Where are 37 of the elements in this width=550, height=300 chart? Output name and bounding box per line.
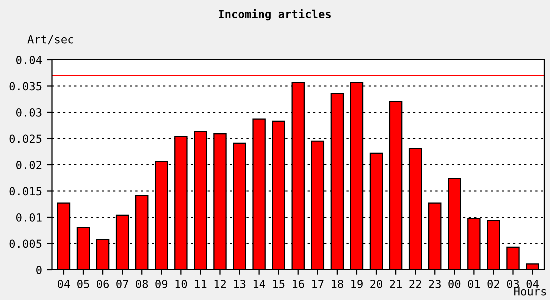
x-tick-label: 03 [507, 280, 520, 288]
x-tick-label: 04 [526, 280, 539, 288]
y-tick-label: 0.015 [10, 187, 42, 196]
x-tick-label: 01 [468, 280, 480, 288]
y-tick-label: 0.025 [10, 134, 42, 144]
x-tick-label: 12 [214, 280, 226, 288]
y-tick-label: 0.005 [10, 240, 42, 248]
x-tick-label: 08 [136, 280, 148, 288]
x-tick-label: 21 [390, 280, 402, 288]
y-tick-label: 0.02 [16, 161, 42, 170]
x-tick-label: 20 [370, 280, 382, 288]
x-tick-label: 18 [332, 280, 344, 288]
x-tick-label: 11 [195, 280, 207, 288]
y-tick-label: 0.035 [10, 82, 42, 91]
y-axis-title: Art/sec [28, 35, 74, 45]
x-tick-label: 09 [156, 280, 168, 288]
x-tick-label: 02 [488, 280, 500, 288]
x-tick-label: 06 [97, 280, 110, 288]
y-tick-label: 0.04 [16, 56, 42, 64]
x-tick-label: 10 [176, 280, 188, 288]
x-tick-label: 13 [234, 280, 246, 288]
x-tick-label: 05 [78, 280, 90, 288]
x-tick-label: 15 [273, 280, 285, 288]
y-tick-label: 0.03 [16, 108, 42, 117]
x-tick-label: 07 [116, 280, 128, 288]
x-tick-label: 22 [410, 280, 422, 288]
x-tick-label: 00 [448, 280, 461, 288]
x-axis-title: Hours [514, 287, 546, 296]
x-tick-label: 16 [293, 280, 304, 288]
chart-title: Incoming articles [219, 9, 331, 21]
y-tick-label: 0 [36, 266, 42, 274]
x-tick-label: 17 [312, 280, 324, 288]
x-tick-label: 04 [58, 280, 70, 288]
x-tick-label: 14 [254, 280, 266, 288]
x-tick-label: 19 [352, 280, 363, 288]
x-tick-label: 23 [429, 280, 441, 288]
y-tick-label: 0.01 [16, 214, 42, 222]
